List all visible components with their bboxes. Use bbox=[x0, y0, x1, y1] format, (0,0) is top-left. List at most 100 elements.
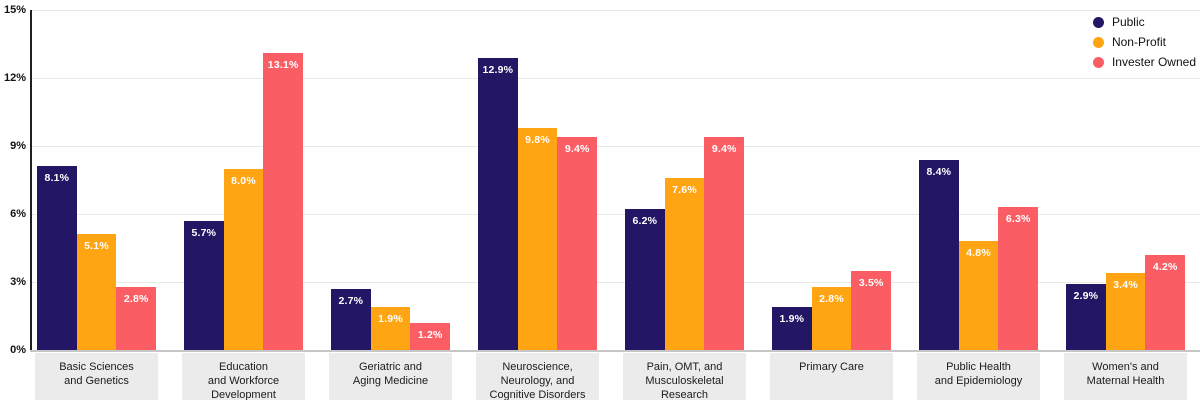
category-label-line: Geriatric and bbox=[359, 361, 422, 373]
bar-public: 5.7% bbox=[184, 220, 224, 350]
bar-value-label: 8.4% bbox=[926, 165, 952, 178]
category-label-line: Neuroscience, bbox=[502, 361, 573, 373]
category-label: Primary Care bbox=[770, 353, 893, 400]
bar-value-label: 9.4% bbox=[564, 142, 590, 155]
bar-value-label: 9.4% bbox=[711, 142, 737, 155]
category-label-line: Aging Medicine bbox=[352, 375, 429, 387]
category-label-line: Musculoskeletal bbox=[645, 375, 724, 387]
bar-group: 2.7% 1.9% 1.2% bbox=[331, 288, 451, 350]
legend-item-invester-owned: Invester Owned bbox=[1092, 52, 1196, 72]
gridline bbox=[30, 282, 1200, 283]
bar-value-label: 2.8% bbox=[819, 292, 844, 305]
bar-non-profit: 4.8% bbox=[958, 241, 999, 350]
category-label: Public Health and Epidemiology bbox=[917, 353, 1040, 400]
legend-item-public: Public bbox=[1092, 12, 1196, 32]
category-label: Women's and Maternal Health bbox=[1064, 353, 1187, 400]
category-label-line: Research bbox=[660, 389, 709, 400]
bar-non-profit: 2.8% bbox=[811, 286, 852, 350]
bar-group: 2.9% 3.4% 4.2% bbox=[1066, 254, 1186, 350]
gridline bbox=[30, 146, 1200, 147]
category-label-line: and Workforce bbox=[207, 375, 280, 387]
legend-label-public: Public bbox=[1111, 15, 1145, 29]
bar-invester-owned: 4.2% bbox=[1145, 254, 1186, 350]
legend-label-non-profit: Non-Profit bbox=[1111, 35, 1166, 49]
bar-public: 2.9% bbox=[1066, 284, 1106, 350]
bar-non-profit: 8.0% bbox=[223, 168, 264, 350]
bar-public: 2.7% bbox=[331, 288, 371, 350]
y-tick-label: 12% bbox=[3, 72, 26, 84]
bar-non-profit: 7.6% bbox=[664, 177, 705, 350]
bar-group: 8.1% 5.1% 2.8% bbox=[37, 166, 157, 350]
bar-invester-owned: 1.2% bbox=[410, 322, 451, 350]
legend-swatch-public bbox=[1092, 16, 1104, 28]
bar-value-label: 2.8% bbox=[123, 292, 149, 305]
bar-non-profit: 3.4% bbox=[1105, 272, 1146, 350]
category-label-line: Basic Sciences bbox=[59, 361, 134, 373]
bar-group: 5.7% 8.0% 13.1% bbox=[184, 53, 304, 350]
bar-value-label: 1.9% bbox=[779, 312, 805, 325]
gridline bbox=[30, 78, 1200, 79]
bar-value-label: 8.1% bbox=[44, 172, 70, 185]
y-tick-label: 0% bbox=[10, 344, 26, 356]
category-label: Neuroscience, Neurology, and Cognitive Dis… bbox=[476, 353, 599, 400]
bar-value-label: 1.2% bbox=[417, 328, 443, 341]
category-label-line: Public Health bbox=[946, 361, 1011, 373]
legend-label-invester-owned: Invester Owned bbox=[1111, 55, 1196, 69]
category-label: Education and Workforce Development bbox=[182, 353, 305, 400]
category-label-line: Maternal Health bbox=[1086, 375, 1165, 387]
bar-invester-owned: 9.4% bbox=[704, 136, 745, 350]
bar-value-label: 3.5% bbox=[858, 276, 884, 289]
bar-non-profit: 5.1% bbox=[76, 234, 117, 350]
legend-swatch-non-profit bbox=[1092, 36, 1104, 48]
bar-group: 1.9% 2.8% 3.5% bbox=[772, 270, 892, 350]
bar-group: 8.4% 4.8% 6.3% bbox=[919, 159, 1039, 350]
bar-public: 1.9% bbox=[772, 306, 812, 350]
bar-value-label: 12.9% bbox=[482, 63, 514, 76]
category-label-line: and Epidemiology bbox=[934, 375, 1023, 387]
legend-item-non-profit: Non-Profit bbox=[1092, 32, 1196, 52]
bar-non-profit: 9.8% bbox=[517, 127, 558, 350]
bar-value-label: 13.1% bbox=[267, 59, 299, 72]
bar-public: 8.1% bbox=[37, 166, 77, 350]
category-label: Geriatric and Aging Medicine bbox=[329, 353, 452, 400]
x-axis-baseline bbox=[30, 350, 1200, 352]
bar-value-label: 7.6% bbox=[672, 183, 697, 196]
bar-value-label: 9.8% bbox=[525, 133, 550, 146]
category-label: Basic Sciences and Genetics bbox=[35, 353, 158, 400]
bar-group: 6.2% 7.6% 9.4% bbox=[625, 136, 745, 350]
bar-value-label: 3.4% bbox=[1113, 278, 1138, 291]
category-label: Pain, OMT, and Musculoskeletal Research bbox=[623, 353, 746, 400]
bar-value-label: 6.3% bbox=[1005, 213, 1031, 226]
bar-value-label: 5.1% bbox=[84, 240, 109, 253]
bar-invester-owned: 2.8% bbox=[116, 286, 157, 350]
y-tick-label: 9% bbox=[10, 140, 26, 152]
bar-public: 6.2% bbox=[625, 209, 665, 350]
category-label-line: and Genetics bbox=[64, 375, 129, 387]
bar-value-label: 2.7% bbox=[338, 294, 364, 307]
bar-invester-owned: 9.4% bbox=[557, 136, 598, 350]
bar-value-label: 8.0% bbox=[231, 174, 256, 187]
bar-invester-owned: 3.5% bbox=[851, 270, 892, 350]
y-tick-label: 3% bbox=[10, 276, 26, 288]
category-label-line: Cognitive Disorders bbox=[489, 389, 586, 400]
category-label-line: Development bbox=[211, 389, 276, 400]
bar-value-label: 4.2% bbox=[1152, 260, 1178, 273]
y-axis-line bbox=[30, 10, 32, 351]
category-label-line: Primary Care bbox=[799, 361, 864, 373]
bar-invester-owned: 13.1% bbox=[263, 53, 304, 350]
bar-value-label: 4.8% bbox=[966, 247, 991, 260]
bar-invester-owned: 6.3% bbox=[998, 207, 1039, 350]
category-label-line: Education bbox=[219, 361, 268, 373]
gridline bbox=[30, 10, 1200, 11]
bar-value-label: 2.9% bbox=[1073, 290, 1099, 303]
legend: Public Non-Profit Invester Owned bbox=[1092, 12, 1196, 72]
category-label-line: Pain, OMT, and bbox=[646, 361, 723, 373]
bar-non-profit: 1.9% bbox=[370, 306, 411, 350]
gridline bbox=[30, 214, 1200, 215]
legend-swatch-invester-owned bbox=[1092, 56, 1104, 68]
bar-value-label: 6.2% bbox=[632, 215, 658, 228]
y-tick-label: 6% bbox=[10, 208, 26, 220]
bar-public: 12.9% bbox=[478, 57, 518, 350]
bar-public: 8.4% bbox=[919, 159, 959, 350]
